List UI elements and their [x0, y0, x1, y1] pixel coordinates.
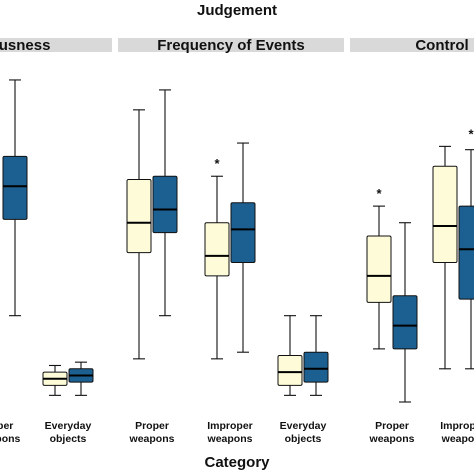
box-light [277, 315, 303, 396]
x-tick-label: Improper weapons [207, 420, 253, 445]
box-iqr [366, 235, 392, 303]
x-tick-label-line: oper [0, 420, 13, 432]
box-iqr [303, 351, 329, 383]
box-light [126, 109, 152, 360]
box-iqr [277, 355, 303, 386]
box-iqr [126, 179, 152, 254]
box-iqr [458, 205, 474, 300]
x-tick-label-line: objects [50, 433, 87, 445]
box-iqr [204, 222, 230, 277]
significance-star: * [214, 156, 220, 171]
box-group: * Improp weapo [432, 126, 474, 445]
x-tick-label-line: weapo [441, 433, 474, 445]
x-tick-label: Improp weapo [440, 420, 474, 445]
box-group: opereapons [0, 79, 28, 445]
x-tick-label: Proper weapons [369, 420, 415, 445]
panel-3: Control * Proper weapons * Improp weapo [350, 37, 474, 445]
x-tick-label-line: Improper [207, 420, 253, 432]
significance-star: * [468, 126, 474, 141]
x-tick-label: Proper weapons [129, 420, 175, 445]
box-group: Everyday objects [277, 315, 329, 445]
box-iqr [392, 295, 418, 350]
panel-strip [118, 38, 344, 52]
panel-strip [0, 38, 112, 52]
box-group: * Improper weapons [204, 142, 256, 445]
box-group: * Proper weapons [366, 186, 418, 445]
x-tick-label-line: Improp [440, 420, 474, 432]
x-tick-label: Everyday objects [280, 420, 327, 445]
box-dark [392, 222, 418, 403]
box-group: Everyday objects [42, 361, 94, 445]
box-iqr [152, 175, 178, 234]
x-tick-label: Everyday objects [45, 420, 92, 445]
x-tick-label-line: Everyday [280, 420, 327, 432]
box-dark [68, 361, 94, 396]
panel-strip [350, 38, 474, 52]
box-dark [458, 149, 474, 370]
panel-strip-label: Frequency of Events [157, 37, 305, 54]
x-tick-label-line: Everyday [45, 420, 92, 432]
x-axis-label: Category [204, 454, 270, 471]
x-tick-label-line: eapons [0, 433, 21, 445]
box-light [204, 175, 230, 360]
x-tick-label-line: Proper [135, 420, 169, 432]
box-dark [152, 89, 178, 317]
panel-strip-label: Control [415, 37, 468, 54]
box-light [42, 364, 68, 396]
box-light [432, 145, 458, 370]
panels: ousnessopereaponsEverydayobjectsFrequenc… [0, 37, 474, 445]
significance-star: * [376, 186, 382, 201]
x-tick-label: opereapons [0, 420, 21, 445]
x-tick-label-line: Proper [375, 420, 409, 432]
x-tick-label-line: objects [285, 433, 322, 445]
box-dark [2, 79, 28, 317]
box-light [366, 205, 392, 350]
box-iqr [2, 155, 28, 220]
x-tick-label-line: weapons [129, 433, 175, 445]
box-iqr [432, 165, 458, 264]
box-group: Proper weapons [126, 89, 178, 445]
panel-strip-label: ousness [0, 37, 50, 54]
x-tick-label-line: weapons [207, 433, 253, 445]
box-dark [303, 315, 329, 396]
x-tick-label-line: weapons [369, 433, 415, 445]
box-iqr [230, 202, 256, 264]
chart-title: Judgement [197, 2, 277, 19]
box-dark [230, 142, 256, 353]
